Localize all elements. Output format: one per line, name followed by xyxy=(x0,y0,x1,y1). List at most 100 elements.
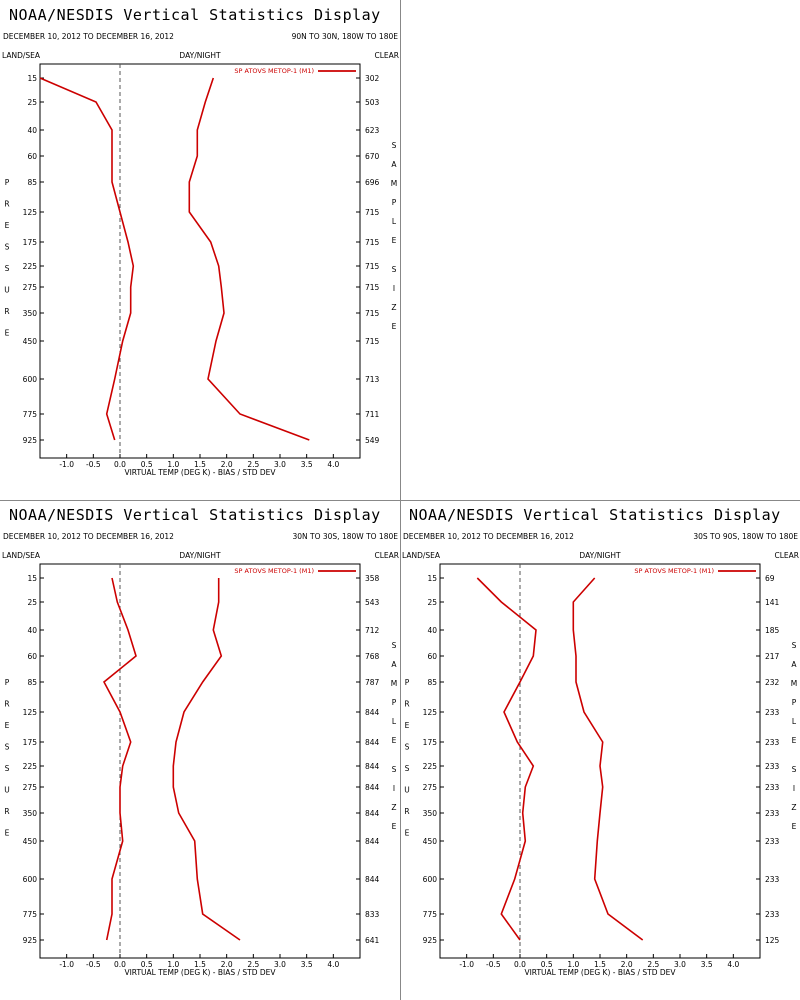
x-tick-label: -1.0 xyxy=(59,460,74,469)
sample-size-label: 768 xyxy=(365,652,380,661)
pressure-tick-label: 350 xyxy=(423,809,438,818)
land-sea-label: LAND/SEA xyxy=(2,551,41,560)
sample-size-axis-letter: L xyxy=(392,717,397,726)
sample-size-axis-letter: A xyxy=(391,160,397,169)
pressure-axis-letter: S xyxy=(405,743,410,752)
sample-size-axis-letter: L xyxy=(792,717,797,726)
pressure-tick-label: 450 xyxy=(423,837,438,846)
pressure-tick-label: 225 xyxy=(23,262,38,271)
sample-size-label: 125 xyxy=(765,936,780,945)
sample-size-axis-letter: Z xyxy=(791,803,796,812)
std-dev-series-line xyxy=(188,77,310,441)
x-tick-label: 0.5 xyxy=(141,460,153,469)
pressure-tick-label: 125 xyxy=(23,708,38,717)
pressure-axis-letter: S xyxy=(5,764,10,773)
pressure-axis-letter: E xyxy=(5,221,10,230)
pressure-tick-label: 60 xyxy=(27,652,37,661)
pressure-tick-label: 40 xyxy=(27,626,37,635)
sample-size-axis-letter: P xyxy=(392,198,397,207)
x-tick-label: 1.5 xyxy=(194,460,206,469)
x-tick-label: 2.5 xyxy=(647,960,659,969)
x-tick-label: 2.0 xyxy=(221,460,233,469)
sample-size-axis-letter: S xyxy=(392,765,397,774)
sample-size-label: 844 xyxy=(365,837,380,846)
sample-size-axis-letter: E xyxy=(392,322,397,331)
legend-label: SP ATOVS METOP-1 (M1) xyxy=(234,67,314,75)
sample-size-label: 623 xyxy=(365,126,380,135)
day-night-label: DAY/NIGHT xyxy=(179,51,221,60)
pressure-tick-label: 25 xyxy=(27,598,37,607)
day-night-label: DAY/NIGHT xyxy=(579,551,621,560)
pressure-tick-label: 25 xyxy=(27,98,37,107)
sample-size-label: 69 xyxy=(765,574,775,583)
chart-panel-north: NOAA/NESDIS Vertical Statistics Display D… xyxy=(0,0,400,500)
x-tick-label: 1.5 xyxy=(594,960,606,969)
pressure-axis-letter: R xyxy=(4,700,9,709)
sample-size-label: 233 xyxy=(765,762,780,771)
sample-size-label: 787 xyxy=(365,678,380,687)
region-label: 90N TO 30N, 180W TO 180E xyxy=(292,32,399,41)
sample-size-axis-letter: S xyxy=(392,265,397,274)
pressure-axis-letter: R xyxy=(4,807,9,816)
x-tick-label: -1.0 xyxy=(459,960,474,969)
sample-size-axis-letter: E xyxy=(392,822,397,831)
sample-size-label: 233 xyxy=(765,738,780,747)
x-axis-label: VIRTUAL TEMP (DEG K) - BIAS / STD DEV xyxy=(124,468,276,477)
sample-size-axis-letter: Z xyxy=(391,803,396,812)
pressure-tick-label: 25 xyxy=(427,598,437,607)
x-tick-label: -0.5 xyxy=(86,960,101,969)
pressure-tick-label: 225 xyxy=(423,762,438,771)
sample-size-axis-letter: M xyxy=(391,679,397,688)
pressure-axis-letter: E xyxy=(405,721,410,730)
sample-size-label: 185 xyxy=(765,626,780,635)
chart-title: NOAA/NESDIS Vertical Statistics Display xyxy=(9,6,381,24)
sample-size-axis-letter: L xyxy=(392,217,397,226)
sample-size-axis-letter: S xyxy=(792,641,797,650)
sample-size-label: 233 xyxy=(765,875,780,884)
sample-size-label: 715 xyxy=(365,208,380,217)
sample-size-label: 715 xyxy=(365,309,380,318)
x-tick-label: 2.5 xyxy=(247,460,259,469)
chart-title: NOAA/NESDIS Vertical Statistics Display xyxy=(9,506,381,524)
legend-label: SP ATOVS METOP-1 (M1) xyxy=(234,567,314,575)
pressure-axis-letter: R xyxy=(404,700,409,709)
x-tick-label: 1.0 xyxy=(167,460,179,469)
pressure-axis-letter: E xyxy=(405,829,410,838)
x-tick-label: 3.5 xyxy=(701,960,713,969)
sample-size-label: 302 xyxy=(365,74,380,83)
sample-size-label: 713 xyxy=(365,375,380,384)
sample-size-label: 549 xyxy=(365,436,380,445)
pressure-tick-label: 925 xyxy=(23,436,38,445)
pressure-tick-label: 275 xyxy=(423,783,438,792)
sample-size-label: 543 xyxy=(365,598,380,607)
pressure-tick-label: 450 xyxy=(23,337,38,346)
chart-svg-north: NOAA/NESDIS Vertical Statistics Display D… xyxy=(2,6,399,477)
sample-size-label: 844 xyxy=(365,809,380,818)
x-tick-label: 2.0 xyxy=(621,960,633,969)
clear-label: CLEAR xyxy=(375,551,400,560)
std-dev-series-line xyxy=(572,577,644,941)
bias-series-line xyxy=(39,77,135,441)
pressure-axis-letter: R xyxy=(4,307,9,316)
sample-size-axis-letter: A xyxy=(391,660,397,669)
x-tick-label: 0.0 xyxy=(514,960,526,969)
sample-size-axis-letter: E xyxy=(392,236,397,245)
pressure-tick-label: 60 xyxy=(27,152,37,161)
sample-size-label: 715 xyxy=(365,238,380,247)
pressure-tick-label: 15 xyxy=(427,574,437,583)
pressure-tick-label: 775 xyxy=(23,910,38,919)
pressure-tick-label: 175 xyxy=(23,238,38,247)
pressure-tick-label: 775 xyxy=(423,910,438,919)
x-tick-label: 1.5 xyxy=(194,960,206,969)
chart-title: NOAA/NESDIS Vertical Statistics Display xyxy=(409,506,781,524)
chart-panel-tropics: NOAA/NESDIS Vertical Statistics Display D… xyxy=(0,500,400,1000)
x-tick-label: -0.5 xyxy=(86,460,101,469)
pressure-axis-letter: E xyxy=(5,829,10,838)
pressure-tick-label: 85 xyxy=(27,678,37,687)
land-sea-label: LAND/SEA xyxy=(402,551,441,560)
pressure-axis-letter: P xyxy=(405,678,410,687)
pressure-tick-label: 225 xyxy=(23,762,38,771)
pressure-tick-label: 600 xyxy=(423,875,438,884)
sample-size-label: 712 xyxy=(365,626,380,635)
x-tick-label: 2.5 xyxy=(247,960,259,969)
